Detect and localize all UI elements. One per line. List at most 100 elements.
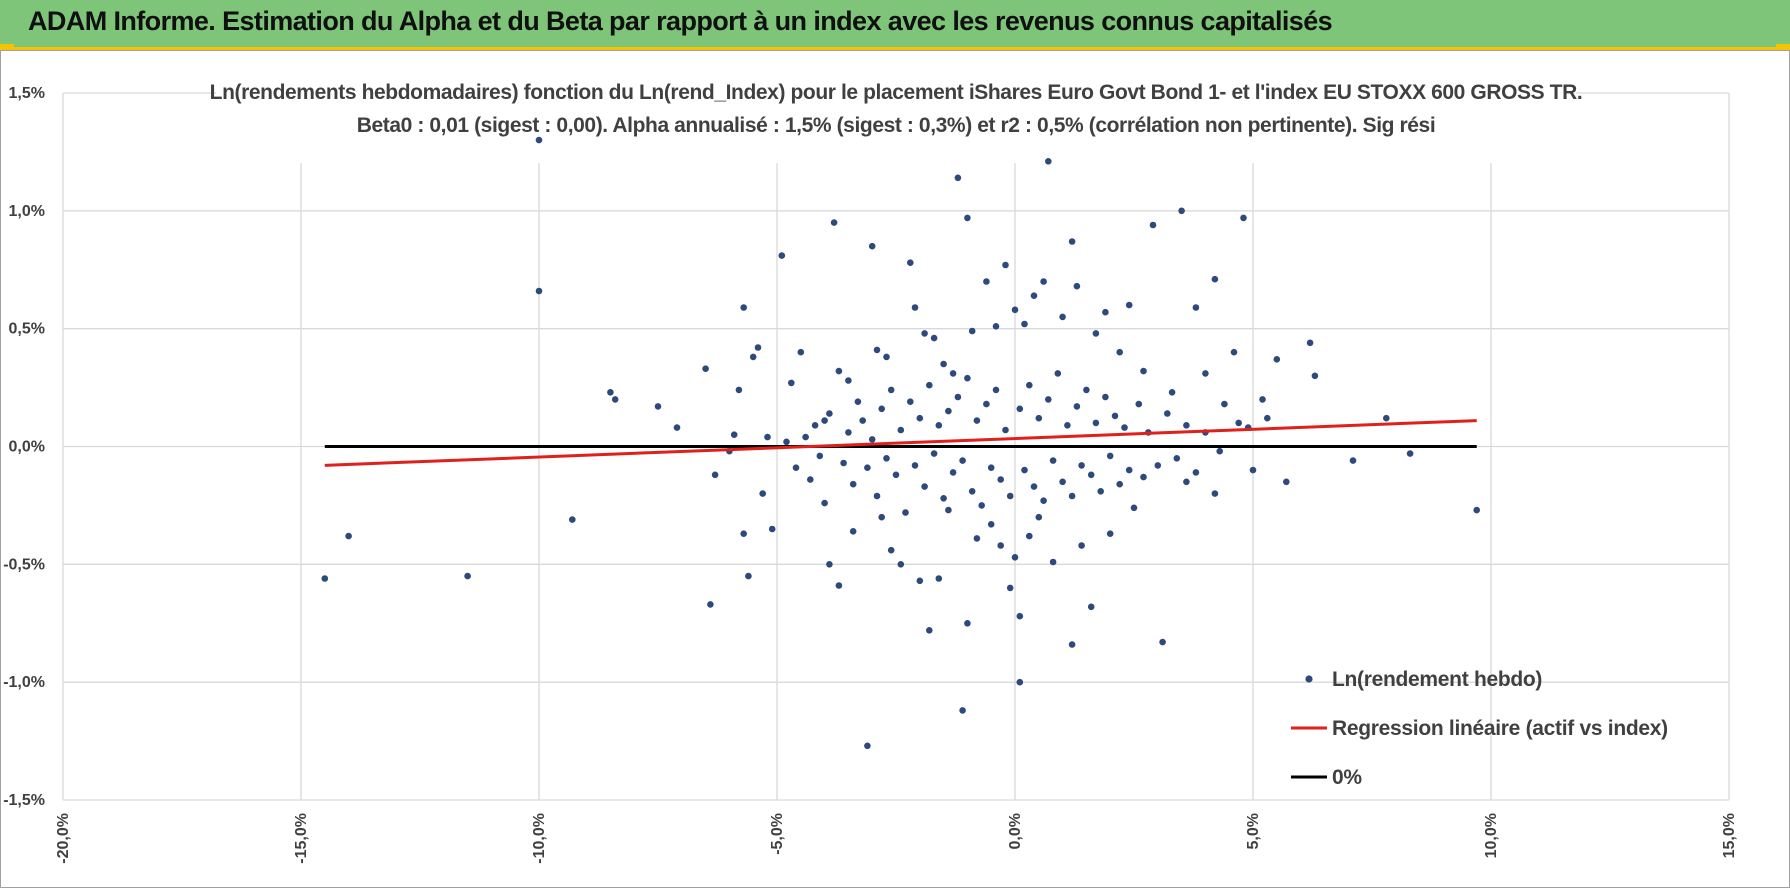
data-point bbox=[611, 396, 619, 403]
data-point bbox=[868, 436, 876, 443]
x-tick-label: 0,0% bbox=[1007, 813, 1024, 849]
legend-label: 0% bbox=[1332, 766, 1362, 789]
data-points bbox=[321, 136, 1480, 750]
data-point bbox=[792, 464, 800, 472]
data-point bbox=[797, 348, 805, 356]
data-point bbox=[1016, 612, 1024, 620]
data-point bbox=[1240, 214, 1247, 222]
data-point bbox=[930, 334, 938, 342]
y-tick-label: 0,0% bbox=[9, 439, 45, 456]
data-point bbox=[1159, 638, 1166, 646]
data-point bbox=[1068, 641, 1076, 648]
data-point bbox=[1002, 261, 1009, 269]
data-point bbox=[1054, 370, 1062, 377]
data-point bbox=[535, 287, 543, 295]
data-point bbox=[1059, 313, 1066, 321]
data-point bbox=[987, 464, 995, 472]
data-point bbox=[1306, 339, 1314, 347]
chart-legend: Ln(rendement hebdo) Regression linéaire (… bbox=[1291, 668, 1668, 789]
data-point bbox=[1040, 497, 1047, 505]
data-point bbox=[1221, 400, 1228, 408]
data-point bbox=[1235, 419, 1242, 427]
data-point bbox=[654, 403, 662, 410]
y-tick-label: -1,5% bbox=[3, 792, 45, 809]
data-point bbox=[949, 469, 957, 476]
data-point bbox=[802, 433, 809, 441]
data-point bbox=[1068, 492, 1076, 500]
data-point bbox=[1249, 466, 1257, 474]
data-point bbox=[1035, 414, 1043, 422]
data-point bbox=[1026, 532, 1033, 540]
data-point bbox=[1183, 422, 1190, 429]
data-point bbox=[940, 495, 947, 502]
data-point bbox=[768, 525, 776, 533]
x-tick-label: -20,0% bbox=[55, 813, 72, 864]
data-point bbox=[1273, 356, 1281, 363]
data-point bbox=[740, 304, 747, 311]
data-point bbox=[1045, 396, 1052, 403]
data-point bbox=[1149, 221, 1157, 229]
data-point bbox=[811, 422, 819, 429]
data-point bbox=[1230, 348, 1238, 356]
data-point bbox=[864, 742, 871, 750]
data-point bbox=[1049, 558, 1057, 566]
data-point bbox=[826, 561, 833, 568]
data-point bbox=[868, 242, 876, 250]
data-point bbox=[1125, 301, 1133, 309]
y-tick-label: -0,5% bbox=[3, 556, 45, 573]
data-point bbox=[1125, 466, 1133, 474]
data-point bbox=[1192, 304, 1200, 311]
data-point bbox=[1406, 450, 1414, 457]
data-point bbox=[1002, 426, 1009, 434]
data-point bbox=[1259, 396, 1266, 403]
data-point bbox=[1035, 513, 1043, 521]
data-point bbox=[1030, 292, 1038, 299]
data-point bbox=[892, 471, 900, 479]
data-point bbox=[1097, 488, 1104, 495]
data-point bbox=[1202, 370, 1209, 377]
data-point bbox=[1040, 278, 1047, 285]
data-point bbox=[964, 620, 971, 627]
data-point bbox=[1473, 506, 1480, 514]
data-point bbox=[1173, 455, 1181, 462]
data-point bbox=[826, 410, 833, 417]
data-point bbox=[1021, 466, 1028, 474]
regression-line bbox=[324, 419, 1477, 467]
data-point bbox=[935, 575, 943, 582]
data-point bbox=[1211, 490, 1219, 497]
report-title: ADAM Informe. Estimation du Alpha et du … bbox=[28, 6, 1333, 36]
data-point bbox=[1078, 542, 1085, 549]
data-point bbox=[945, 506, 952, 514]
data-point bbox=[968, 327, 976, 335]
data-point bbox=[1068, 238, 1076, 245]
data-point bbox=[997, 476, 1004, 483]
data-point bbox=[878, 513, 885, 521]
legend-marker-points bbox=[1305, 675, 1313, 683]
data-point bbox=[735, 386, 743, 394]
data-point bbox=[840, 459, 847, 467]
x-tick-label: 15,0% bbox=[1721, 813, 1738, 858]
data-point bbox=[1026, 381, 1033, 389]
data-point bbox=[1283, 478, 1290, 486]
legend-label: Ln(rendement hebdo) bbox=[1332, 668, 1542, 691]
x-tick-label: 5,0% bbox=[1245, 813, 1262, 849]
data-point bbox=[807, 476, 814, 483]
x-tick-label: -10,0% bbox=[531, 813, 548, 864]
data-point bbox=[1016, 678, 1024, 686]
data-point bbox=[1383, 414, 1390, 422]
data-point bbox=[983, 400, 990, 408]
data-point bbox=[992, 386, 1000, 394]
data-point bbox=[1073, 282, 1081, 290]
data-point bbox=[940, 360, 947, 368]
data-point bbox=[959, 707, 966, 714]
data-point bbox=[1311, 372, 1319, 380]
chart-frame: Ln(rendements hebdomadaires) fonction du… bbox=[0, 50, 1790, 888]
data-point bbox=[464, 572, 471, 580]
data-point bbox=[1011, 306, 1019, 314]
data-point bbox=[864, 464, 871, 472]
data-point bbox=[883, 353, 890, 361]
data-point bbox=[968, 488, 976, 495]
data-point bbox=[821, 499, 828, 507]
data-point bbox=[959, 457, 966, 464]
data-point bbox=[1016, 405, 1024, 413]
